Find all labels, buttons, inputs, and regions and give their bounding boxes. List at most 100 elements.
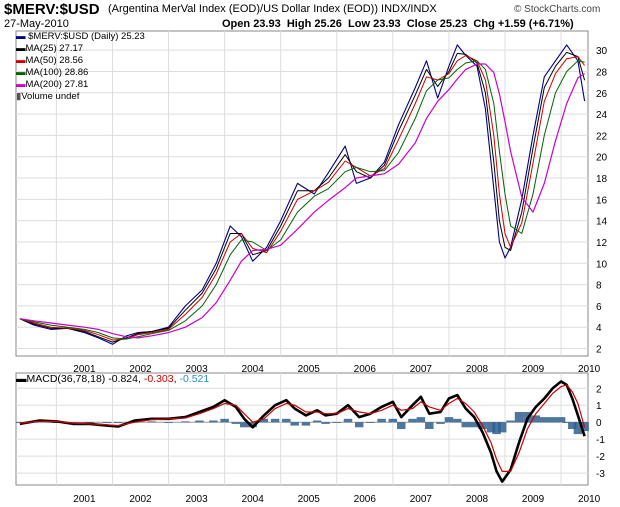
macd-histogram-bar [332, 422, 342, 424]
legend-ma25-text: MA(25) 27.17 [25, 43, 84, 54]
macd-histogram-bar [164, 422, 173, 424]
change-label: Chg [473, 18, 495, 30]
price-y-tick-label: 6 [596, 302, 602, 313]
low-label: Low [348, 18, 371, 30]
legend-ma50-text: MA(50) 28.56 [25, 55, 84, 66]
macd-histogram-bar [408, 418, 417, 423]
legend-price-swatch: ▬ [16, 31, 26, 42]
price-x-tick-label: 2007 [410, 364, 433, 375]
price-x-tick-label: 2005 [298, 364, 321, 375]
price-y-tick-label: 12 [596, 238, 608, 249]
legend-price: ▬ $MERV:$USD (Daily) 25.23 [16, 31, 145, 43]
ohlc-summary: Open 23.93 High 25.26 Low 23.93 Close 25… [222, 18, 574, 30]
macd-histogram-bar [497, 422, 507, 433]
macd-histogram-bar [531, 415, 541, 423]
price-y-tick-label: 22 [596, 131, 608, 142]
macd-histogram-bar [240, 422, 249, 428]
macd-legend: ▬MACD(36,78,18) -0.824, -0.303, -0.521 [16, 373, 210, 385]
price-x-tick-label: 2008 [466, 364, 489, 375]
price-y-tick-label: 28 [596, 67, 608, 78]
legend-ma25-swatch: ▬ [16, 43, 26, 54]
price-y-tick-label: 20 [596, 153, 608, 164]
legend-ma200: ▬MA(200) 27.81 [16, 79, 145, 91]
macd-histogram-bar [377, 418, 386, 423]
price-y-tick-label: 2 [596, 345, 602, 356]
low-value: 23.93 [373, 18, 401, 30]
macd-histogram-bar [461, 422, 470, 428]
macd-y-tick-label: 0 [596, 418, 602, 429]
price-y-tick-label: 10 [596, 259, 608, 270]
macd-swatch: ▬ [16, 373, 27, 385]
legend-ma25: ▬MA(25) 27.17 [16, 43, 145, 55]
macd-histogram-bar [416, 417, 426, 423]
high-value: 25.26 [314, 18, 342, 30]
macd-histogram-value: -0.521 [179, 373, 210, 385]
macd-histogram-bar [259, 418, 269, 423]
stockcharts-watermark[interactable]: © StockCharts.com [514, 4, 601, 15]
legend-volume-text: Volume undef [21, 91, 80, 102]
macd-histogram-bar [321, 422, 330, 424]
macd-series-signal [19, 384, 586, 472]
macd-x-tick-label: 2005 [298, 494, 321, 505]
legend-price-text: $MERV:$USD (Daily) 25.23 [28, 31, 145, 42]
macd-x-tick-label: 2001 [73, 494, 96, 505]
macd-histogram-bar [514, 412, 524, 423]
macd-histogram-bar [556, 417, 566, 423]
price-plot-frame [15, 30, 589, 357]
price-y-tick-label: 14 [596, 217, 608, 228]
macd-histogram-bar [102, 422, 112, 424]
macd-histogram-bar [486, 422, 496, 433]
macd-histogram-bar [282, 418, 291, 423]
macd-histogram-bar [354, 422, 364, 428]
legend-ma100: ▬MA(100) 28.86 [16, 67, 145, 79]
price-series-group [19, 44, 586, 345]
macd-histogram-bar [209, 420, 218, 423]
macd-histogram-bar [573, 422, 583, 435]
price-series-ma-200 [19, 63, 585, 339]
macd-series-group [19, 380, 586, 483]
macd-signal-value: -0.303 [143, 373, 174, 385]
macd-histogram-bar [147, 421, 156, 423]
price-x-tick-label: 2002 [129, 364, 152, 375]
volume-bars-icon: ▮ [16, 91, 22, 102]
legend-volume: ▮Volume undef [16, 91, 145, 103]
price-y-tick-label: 8 [596, 281, 602, 292]
price-x-axis: 2001 2002 2003 2004 2005 2006 2007 2008 2009 2010 [73, 364, 600, 375]
macd-histogram-bar [220, 418, 229, 423]
price-y-tick-label: 4 [596, 323, 602, 334]
macd-y-tick-label: 1 [596, 401, 602, 412]
macd-histogram-bar [270, 418, 280, 423]
macd-histogram-bar [548, 417, 557, 423]
chart-date: 27-May-2010 [4, 18, 69, 30]
open-label: Open [222, 18, 251, 30]
macd-y-tick-label: -2 [596, 452, 605, 463]
macd-name: MACD(36,78,18) [26, 373, 106, 385]
macd-histogram-bar [453, 418, 462, 423]
legend-ma100-swatch: ▬ [16, 67, 26, 78]
macd-histogram-bar [425, 422, 434, 429]
legend-ma100-text: MA(100) 28.86 [25, 67, 89, 78]
macd-histogram-bar [540, 417, 549, 423]
macd-histogram-bar [444, 417, 454, 423]
macd-histogram-bar [436, 422, 445, 424]
macd-y-axis: -3 -2 -1 0 1 2 [596, 384, 605, 480]
macd-histogram-bar [248, 422, 257, 428]
legend-ma50: ▬MA(50) 28.56 [16, 55, 145, 67]
macd-x-tick-label: 2004 [242, 494, 265, 505]
macd-value: -0.824 [108, 373, 138, 385]
price-series-ma-25 [19, 51, 586, 343]
macd-x-axis: 2001 2002 2003 2004 2005 2006 2007 2008 2009 2010 [73, 494, 600, 505]
macd-y-tick-label: 2 [596, 384, 602, 395]
change-value: +1.59 (+6.71%) [497, 18, 574, 30]
macd-x-tick-label: 2006 [354, 494, 377, 505]
price-y-tick-label: 18 [596, 174, 608, 185]
high-label: High [286, 18, 312, 30]
macd-histogram-bar [492, 422, 501, 435]
price-legend: ▬ $MERV:$USD (Daily) 25.23 ▬MA(25) 27.17… [16, 31, 145, 103]
price-x-tick-label: 2001 [73, 364, 96, 375]
macd-histogram-bar [366, 422, 375, 424]
price-y-tick-label: 24 [596, 110, 608, 121]
price-x-tick-label: 2009 [522, 364, 545, 375]
macd-x-tick-label: 2002 [129, 494, 152, 505]
